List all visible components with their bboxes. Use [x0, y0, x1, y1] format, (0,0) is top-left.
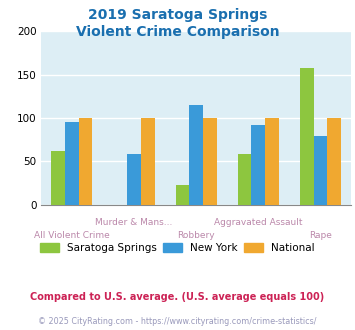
Bar: [51, 151, 65, 205]
Bar: [327, 118, 341, 205]
Bar: [265, 118, 279, 205]
Bar: [79, 118, 92, 205]
Bar: [313, 136, 327, 205]
Text: © 2025 CityRating.com - https://www.cityrating.com/crime-statistics/: © 2025 CityRating.com - https://www.city…: [38, 317, 317, 326]
Legend: Saratoga Springs, New York, National: Saratoga Springs, New York, National: [36, 239, 319, 257]
Text: Violent Crime Comparison: Violent Crime Comparison: [76, 25, 279, 39]
Text: Compared to U.S. average. (U.S. average equals 100): Compared to U.S. average. (U.S. average …: [31, 292, 324, 302]
Bar: [65, 122, 79, 205]
Bar: [141, 118, 154, 205]
Text: 2019 Saratoga Springs: 2019 Saratoga Springs: [88, 8, 267, 22]
Bar: [203, 118, 217, 205]
Bar: [127, 154, 141, 205]
Text: Aggravated Assault: Aggravated Assault: [214, 218, 302, 227]
Bar: [238, 154, 251, 205]
Bar: [176, 185, 189, 205]
Text: Robbery: Robbery: [178, 231, 215, 241]
Bar: [189, 105, 203, 205]
Bar: [251, 125, 265, 205]
Text: All Violent Crime: All Violent Crime: [34, 231, 110, 241]
Bar: [300, 68, 313, 205]
Text: Murder & Mans...: Murder & Mans...: [95, 218, 173, 227]
Text: Rape: Rape: [309, 231, 332, 241]
